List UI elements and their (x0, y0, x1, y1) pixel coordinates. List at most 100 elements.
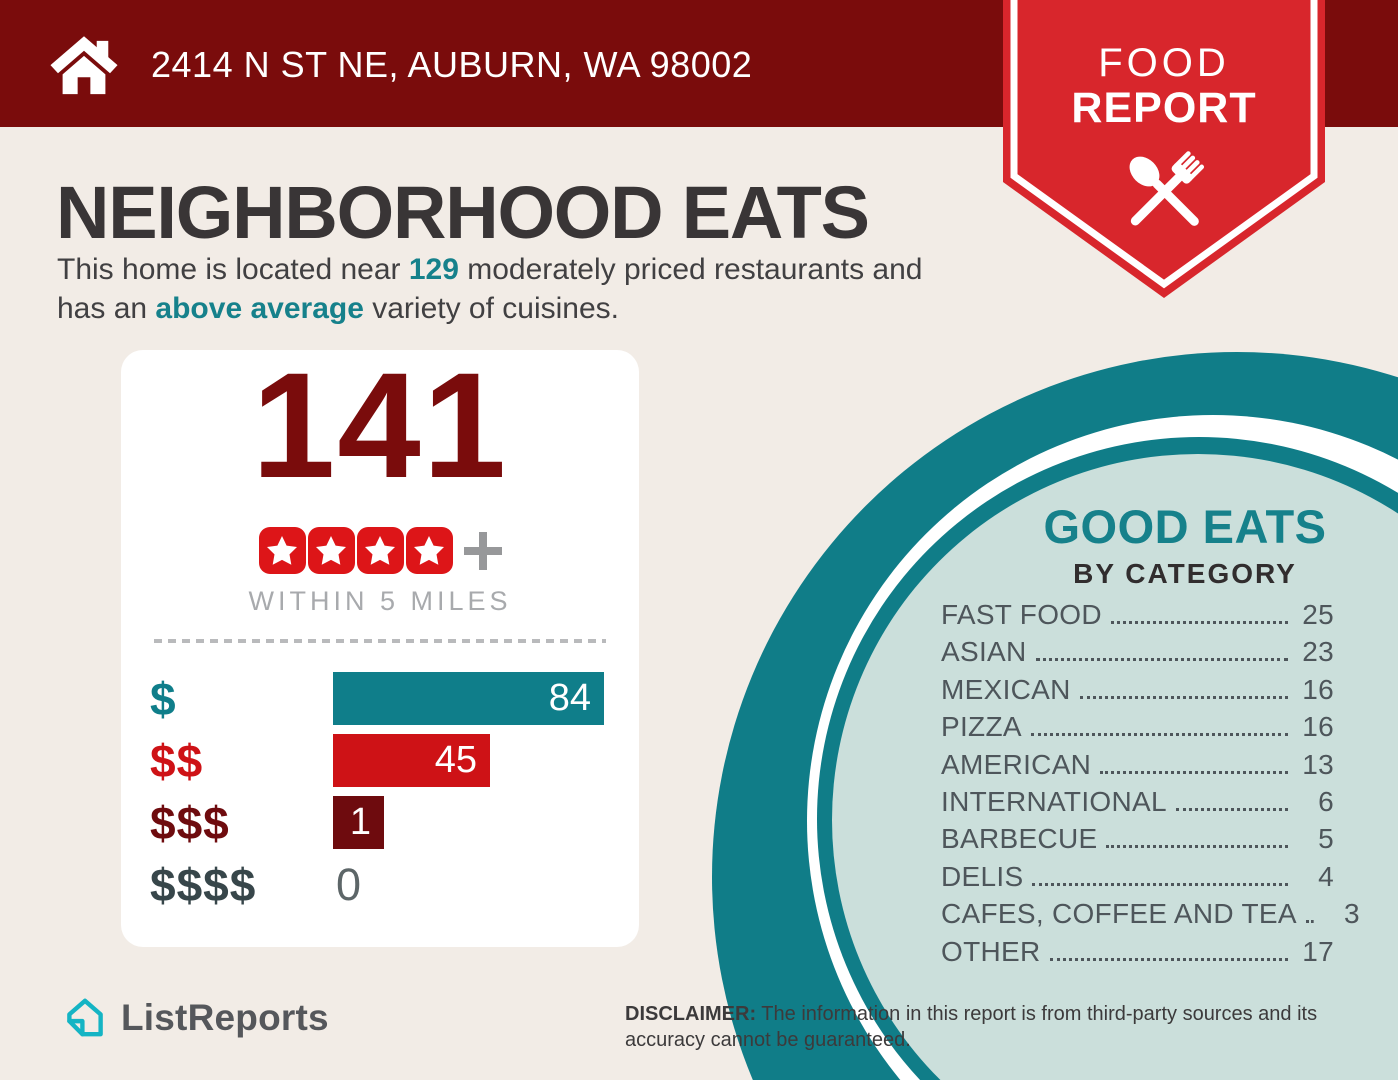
price-row-3: $$$ 1 (150, 796, 639, 849)
good-eats-title: GOOD EATS (1043, 500, 1327, 553)
list-item: INTERNATIONAL 6 (941, 787, 1334, 816)
disclaimer-text: accuracy cannot be guaranteed. (625, 1029, 911, 1051)
light-teal-disc (832, 454, 1398, 1080)
brand-name: ListReports (121, 997, 329, 1038)
star-rating (121, 527, 639, 574)
dashed-divider (154, 639, 606, 643)
star-badge (307, 527, 355, 574)
listreports-house-icon (67, 998, 103, 1037)
star-badges (258, 527, 453, 574)
dot-leader (1100, 770, 1288, 774)
price-bar: 1 (333, 796, 384, 849)
subtitle-text: has an (57, 292, 156, 325)
category-label: OTHER (941, 935, 1041, 967)
price-bar-value: 1 (349, 801, 371, 843)
dot-leader (1110, 621, 1288, 624)
restaurant-count-inline: 129 (408, 253, 459, 286)
star-icon (414, 536, 444, 565)
page-title: NEIGHBORHOOD EATS (56, 171, 870, 254)
price-row-2: $$ 45 (150, 734, 639, 787)
dot-leader (1035, 658, 1288, 662)
price-bar: 0 (333, 858, 361, 911)
radius-label: WITHIN 5 MILES (248, 586, 512, 616)
price-tier-label: $$$$ (150, 858, 257, 911)
above-average-highlight: above average (155, 292, 364, 325)
star-badge (356, 527, 404, 574)
disclaimer-text: The information in this report is from t… (756, 1003, 1318, 1025)
subtitle-text: variety of cuisines. (363, 292, 619, 325)
subtitle-text: moderately priced restaurants and (458, 253, 923, 286)
list-item: PIZZA 16 (941, 712, 1334, 741)
list-item: AMERICAN 13 (941, 750, 1334, 779)
price-tier-chart: $ 84 $$ 45 $$$ 1 $$$$ 0 (150, 672, 639, 911)
category-count: 17 (1302, 935, 1334, 967)
dot-leader (1106, 845, 1288, 849)
price-tier-label: $ (150, 672, 177, 725)
dot-leader (1032, 882, 1288, 886)
price-bar-value: 45 (434, 739, 477, 781)
category-label: ASIAN (941, 636, 1027, 668)
dot-leader (1030, 733, 1288, 737)
price-row-1: $ 84 (150, 672, 639, 725)
price-bar-value: 0 (336, 858, 362, 910)
subtitle-text: This home is located near (57, 253, 409, 286)
ribbon-title-line1: FOOD (1098, 41, 1230, 85)
category-count: 5 (1318, 823, 1334, 855)
dot-leader (1079, 695, 1288, 699)
list-item: DELIS 4 (941, 862, 1334, 891)
disclaimer-label: DISCLAIMER: (625, 1003, 757, 1025)
category-count: 16 (1302, 711, 1334, 743)
category-count: 25 (1302, 599, 1334, 630)
dot-leader (1049, 957, 1288, 961)
dot-leader (1305, 920, 1314, 924)
category-label: FAST FOOD (941, 599, 1102, 630)
category-label: BARBECUE (941, 823, 1098, 855)
price-bar: 45 (333, 734, 490, 787)
disclaimer: DISCLAIMER: The information in this repo… (625, 1001, 1385, 1053)
list-item: FAST FOOD 25 (941, 600, 1334, 629)
price-tier-label: $$ (150, 734, 204, 787)
list-item: CAFES, COFFEE AND TEA 3 (941, 898, 1360, 930)
star-icon (267, 536, 297, 565)
price-tier-label: $$$ (150, 796, 230, 849)
list-item: ASIAN 23 (941, 637, 1334, 666)
list-item: OTHER 17 (941, 937, 1334, 966)
price-bar-value: 84 (548, 677, 591, 719)
crossed-spoon-fork-icon (1129, 151, 1205, 226)
category-label: PIZZA (941, 711, 1022, 743)
star-badge (258, 527, 306, 574)
category-label: MEXICAN (941, 673, 1071, 705)
category-label: DELIS (941, 860, 1024, 892)
category-label: INTERNATIONAL (941, 785, 1167, 817)
good-eats-category-list: FAST FOOD 25 ASIAN 23 MEXICAN 16 PIZZA 1… (941, 600, 1360, 974)
page-subtitle: This home is located near 129 moderately… (57, 250, 923, 328)
star-icon (316, 536, 346, 565)
total-restaurant-count: 141 (251, 341, 509, 509)
list-item: MEXICAN 16 (941, 675, 1334, 704)
category-label: AMERICAN (941, 748, 1092, 780)
price-row-4: $$$$ 0 (150, 858, 639, 911)
food-report-ribbon: FOOD REPORT (1003, 0, 1325, 298)
restaurant-stats-card: 141 WITHIN 5 MILES $ 84 $$ 45 $$$ (121, 350, 639, 947)
category-count: 23 (1302, 636, 1334, 668)
category-count: 13 (1302, 748, 1334, 780)
good-eats-heading: GOOD EATS BY CATEGORY (955, 502, 1398, 590)
plus-icon (463, 531, 502, 570)
category-count: 16 (1302, 673, 1334, 705)
dot-leader (1175, 807, 1288, 811)
price-bar: 84 (333, 672, 604, 725)
category-count: 3 (1343, 898, 1360, 930)
category-count: 4 (1318, 860, 1334, 892)
ribbon-inner-border (1010, 0, 1318, 289)
home-icon (50, 35, 118, 94)
category-label: CAFES, COFFEE AND TEA (941, 898, 1297, 930)
property-address: 2414 N ST NE, AUBURN, WA 98002 (151, 43, 753, 85)
good-eats-subtitle: BY CATEGORY (1073, 558, 1297, 590)
listreports-logo: ListReports (60, 993, 329, 1043)
list-item: BARBECUE 5 (941, 824, 1334, 853)
star-badge (405, 527, 453, 574)
ribbon-title-line2: REPORT (1071, 84, 1256, 132)
category-count: 6 (1318, 785, 1334, 817)
